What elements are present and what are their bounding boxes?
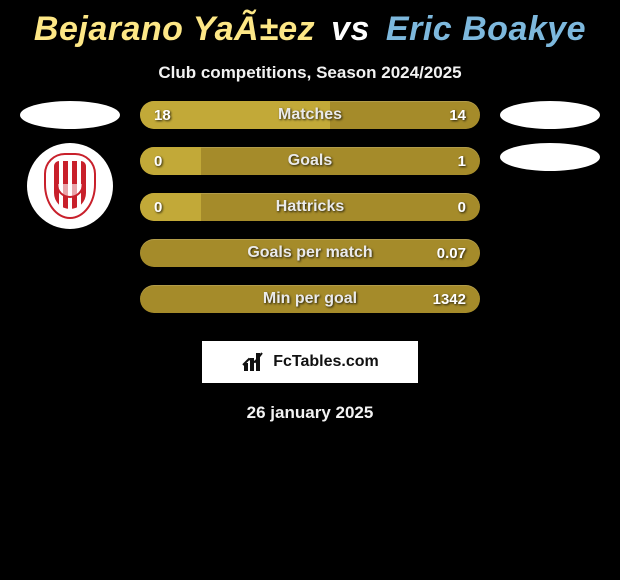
player1-name: Bejarano YaÃ±ez (34, 10, 315, 48)
subtitle: Club competitions, Season 2024/2025 (158, 63, 461, 83)
club-logo-ellipse (500, 143, 600, 171)
date: 26 january 2025 (247, 403, 374, 423)
vs-label: vs (331, 10, 370, 48)
stat-value-left: 18 (154, 107, 171, 124)
stat-bar: 18 Matches 14 (140, 101, 480, 129)
stat-label: Hattricks (276, 198, 344, 216)
stat-value-left: 0 (154, 153, 162, 170)
stat-label: Matches (278, 106, 342, 124)
stat-label: Goals per match (247, 244, 372, 262)
stat-value-right: 14 (449, 107, 466, 124)
comparison-title: Bejarano YaÃ±ez vs Eric Boakye (34, 10, 586, 49)
club-logo-ellipse (20, 101, 120, 129)
stat-value-left: 0 (154, 199, 162, 216)
club-logo-ellipse (500, 101, 600, 129)
chart-icon (241, 351, 267, 373)
stat-label: Min per goal (263, 290, 357, 308)
stat-value-right: 1 (458, 153, 466, 170)
stat-bar: 0 Hattricks 0 (140, 193, 480, 221)
stat-bar-fill (140, 147, 201, 175)
left-side (10, 101, 130, 229)
stat-value-right: 0 (458, 199, 466, 216)
brand-box: FcTables.com (202, 341, 418, 383)
stat-bars: 18 Matches 14 0 Goals 1 0 Hattricks 0 Goals per m… (140, 101, 480, 313)
club-crest (27, 143, 113, 229)
stat-bar: Min per goal 1342 (140, 285, 480, 313)
stat-bar-fill (140, 193, 201, 221)
stat-bar: 0 Goals 1 (140, 147, 480, 175)
player2-name: Eric Boakye (386, 10, 586, 48)
stat-label: Goals (288, 152, 332, 170)
brand-text: FcTables.com (273, 353, 379, 371)
right-side (490, 101, 610, 171)
main-row: 18 Matches 14 0 Goals 1 0 Hattricks 0 Goals per m… (0, 101, 620, 313)
stat-bar: Goals per match 0.07 (140, 239, 480, 267)
stat-value-right: 1342 (433, 291, 466, 308)
stat-value-right: 0.07 (437, 245, 466, 262)
